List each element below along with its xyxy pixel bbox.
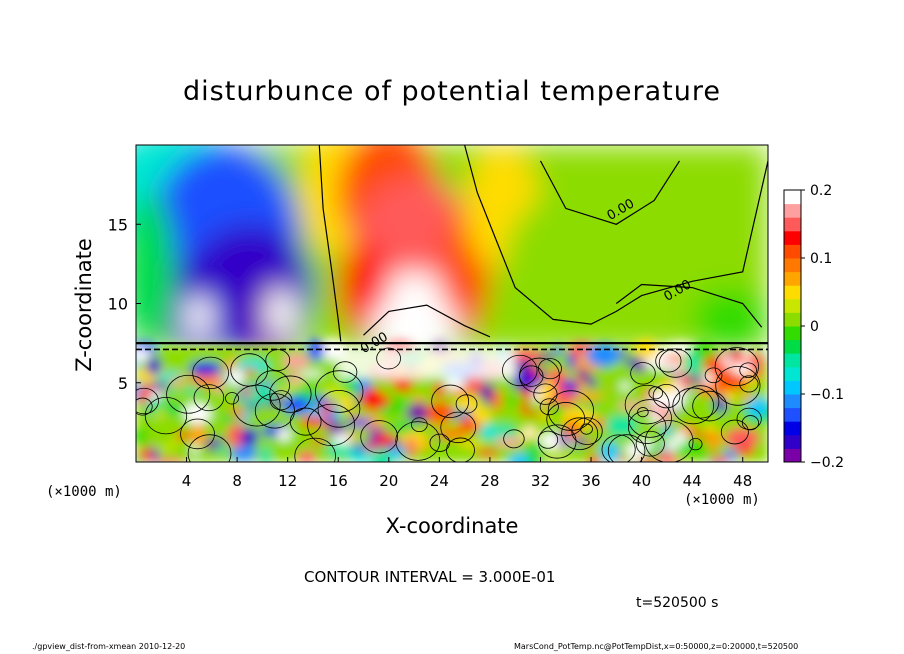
chart-title: disturbunce of potential temperature: [183, 76, 721, 107]
colorbar-tick-label: 0.1: [810, 251, 832, 267]
colorbar-swatch: [784, 448, 801, 463]
colorbar-swatch: [784, 230, 801, 245]
x-tick-label: 32: [531, 472, 550, 490]
colorbar-swatch: [784, 339, 801, 354]
x-tick-label: 44: [683, 472, 702, 490]
colorbar-swatch: [784, 312, 801, 327]
footer-source: MarsCond_PotTemp.nc@PotTempDist,x=0:5000…: [514, 642, 799, 651]
colorbar-tick-label: 0.2: [810, 183, 832, 199]
x-axis-label: X-coordinate: [385, 514, 519, 538]
x-unit-label-left: (×1000 m): [46, 484, 122, 500]
footer-command: ./gpview_dist-from-xmean 2010-12-20: [32, 642, 186, 651]
colorbar-swatch: [784, 258, 801, 273]
colorbar-swatch: [784, 298, 801, 313]
colorbar-swatch: [784, 271, 801, 286]
x-tick-label: 4: [182, 472, 192, 490]
x-tick-label: 48: [733, 472, 752, 490]
colorbar-swatch: [784, 244, 801, 259]
x-tick-label: 40: [632, 472, 651, 490]
colorbar-swatch: [784, 285, 801, 300]
colorbar-swatch: [784, 203, 801, 218]
y-tick-label: 15: [108, 215, 128, 234]
colorbar-swatch: [784, 434, 801, 449]
y-tick-label: 5: [118, 374, 128, 393]
colorbar-tick-label: −0.1: [810, 387, 844, 403]
x-tick-label: 12: [278, 472, 297, 490]
x-tick-label: 20: [379, 472, 398, 490]
x-tick-label: 28: [480, 472, 499, 490]
contour-interval-label: CONTOUR INTERVAL = 3.000E-01: [304, 568, 556, 586]
colorbar-swatch: [784, 421, 801, 436]
colorbar-swatch: [784, 394, 801, 409]
colorbar-swatch: [784, 407, 801, 422]
y-tick-label: 10: [108, 295, 128, 314]
colorbar-swatch: [784, 366, 801, 381]
x-tick-label: 16: [329, 472, 348, 490]
colorbar-tick-label: −0.2: [810, 455, 844, 471]
x-unit-label-right: (×1000 m): [684, 492, 760, 508]
colorbar-swatch: [784, 353, 801, 368]
time-label: t=520500 s: [636, 595, 719, 611]
colorbar-swatch: [784, 190, 801, 205]
colorbar-swatch: [784, 217, 801, 232]
colorbar-swatch: [784, 326, 801, 341]
x-tick-label: 36: [581, 472, 600, 490]
colorbar-tick-label: 0: [810, 319, 819, 335]
x-tick-label: 8: [232, 472, 242, 490]
colorbar-swatch: [784, 380, 801, 395]
plot-area: [136, 145, 768, 462]
x-tick-label: 24: [430, 472, 449, 490]
